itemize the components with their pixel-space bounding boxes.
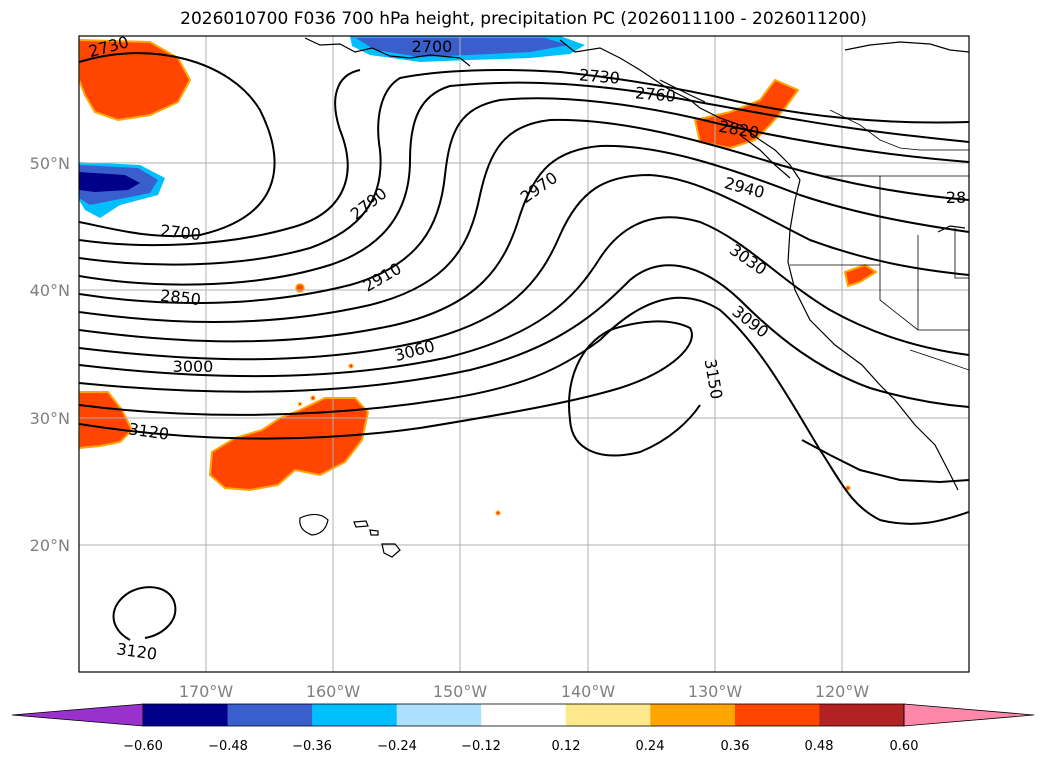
map-frame xyxy=(78,35,970,673)
contour-label: 2760 xyxy=(634,83,676,105)
precip-blob-north-darkblue xyxy=(356,38,568,57)
colorbar-box xyxy=(481,704,567,726)
lon-label: 150°W xyxy=(433,682,488,701)
contour-label: 3090 xyxy=(728,302,772,342)
colorbar-tick-label: 0.36 xyxy=(721,739,750,754)
coastlines xyxy=(299,37,969,558)
colorbar-tick-label: −0.24 xyxy=(377,739,417,754)
colorbar-extend-max xyxy=(903,703,1035,727)
colorbar-tick-label: −0.60 xyxy=(123,739,163,754)
contour-label: 3150 xyxy=(701,357,727,400)
contour-label: 3000 xyxy=(173,357,214,376)
colorbar-frame xyxy=(142,703,905,727)
lat-label: 40°N xyxy=(30,281,70,300)
colorbar-tick-label: 0.12 xyxy=(552,739,581,754)
contour-label: 2700 xyxy=(159,221,201,244)
colorbar-box xyxy=(396,704,482,726)
lon-label: 160°W xyxy=(306,682,361,701)
map-area: 2730 2700 2730 2760 2820 2790 2970 2940 … xyxy=(79,36,969,672)
lat-label: 50°N xyxy=(30,154,70,173)
colorbar-box xyxy=(227,704,313,726)
colorbar-box xyxy=(734,704,820,726)
gridlines xyxy=(79,36,969,672)
contour-label: 2850 xyxy=(159,286,201,309)
colorbar-tick-label: −0.48 xyxy=(208,739,248,754)
longitude-labels: 170°W 160°W 150°W 140°W 130°W 120°W xyxy=(179,682,870,701)
precip-blob-hawaii-north xyxy=(208,397,370,492)
contour-label: 28 xyxy=(946,188,966,207)
colorbar-tick-label: −0.36 xyxy=(292,739,332,754)
colorbar: −0.60 −0.48 −0.36 −0.24 −0.12 0.12 0.24 … xyxy=(11,703,1035,754)
lon-label: 120°W xyxy=(815,682,870,701)
colorbar-box xyxy=(650,704,736,726)
lat-label: 20°N xyxy=(30,536,70,555)
contour-labels: 2730 2700 2730 2760 2820 2790 2970 2940 … xyxy=(86,36,966,664)
contour-label: 2970 xyxy=(517,168,561,207)
contour-label: 3030 xyxy=(726,240,770,279)
colorbar-tick-label: 0.48 xyxy=(805,739,834,754)
colorbar-extend-min xyxy=(11,703,144,727)
latitude-labels: 50°N 40°N 30°N 20°N xyxy=(30,154,70,555)
precip-blob-nw xyxy=(79,38,192,122)
precip-spot xyxy=(347,362,355,370)
lon-label: 170°W xyxy=(179,682,234,701)
precip-spot xyxy=(297,401,303,407)
precip-blob-west-darkblue xyxy=(79,172,140,192)
lon-label: 140°W xyxy=(561,682,616,701)
precip-shading xyxy=(79,36,878,517)
colorbar-tick-label: 0.60 xyxy=(890,739,919,754)
colorbar-box xyxy=(143,704,229,726)
colorbar-tick-label: 0.24 xyxy=(636,739,665,754)
colorbar-tick-labels: −0.60 −0.48 −0.36 −0.24 −0.12 0.12 0.24 … xyxy=(123,739,918,754)
precip-spot xyxy=(309,394,317,402)
precip-blob-west-30n xyxy=(79,391,134,450)
precip-spot xyxy=(295,283,305,293)
borders xyxy=(790,109,969,371)
lat-label: 30°N xyxy=(30,409,70,428)
contour-label: 3120 xyxy=(115,639,158,663)
map-title: 2026010700 F036 700 hPa height, precipit… xyxy=(180,9,867,29)
colorbar-boxes xyxy=(143,704,905,726)
contour-label: 3120 xyxy=(127,419,170,443)
colorbar-box xyxy=(565,704,651,726)
lon-label: 130°W xyxy=(688,682,743,701)
precip-spot xyxy=(494,509,502,517)
contour-label: 2700 xyxy=(412,37,453,56)
precip-blob-california xyxy=(843,263,878,288)
height-contours xyxy=(79,52,969,641)
colorbar-box xyxy=(312,704,398,726)
contour-label: 2730 xyxy=(578,65,620,87)
colorbar-tick-label: −0.12 xyxy=(461,739,501,754)
contour-label: 2790 xyxy=(347,184,391,224)
colorbar-box xyxy=(819,704,905,726)
